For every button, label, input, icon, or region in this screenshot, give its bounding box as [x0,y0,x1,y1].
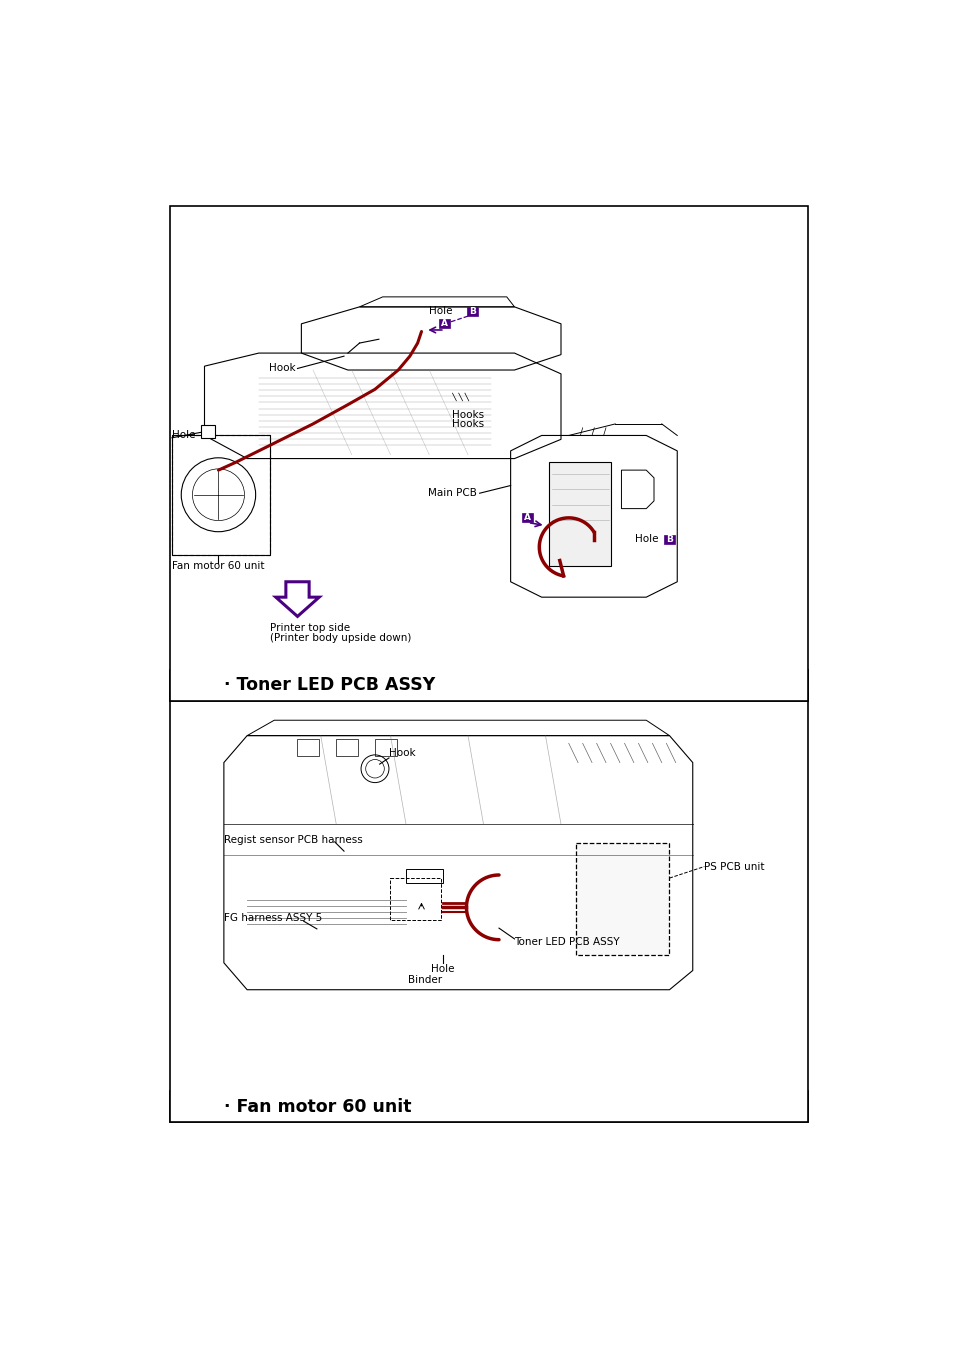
Text: Printer top side: Printer top side [270,623,350,634]
Bar [297,739,319,757]
Text: Regist sensor PCB harness: Regist sensor PCB harness [224,835,362,844]
Bar [170,205,807,701]
Text: Hooks: Hooks [452,419,484,428]
Bar [335,739,357,757]
Text: (Printer body upside down): (Printer body upside down) [270,634,412,643]
Text: A: A [441,319,448,328]
Text: Main PCB: Main PCB [428,488,476,499]
Bar [200,426,214,438]
Text: Hole: Hole [429,307,452,316]
Text: B: B [469,307,476,316]
Text: PS PCB unit: PS PCB unit [703,862,764,871]
Text: Hole: Hole [431,965,455,974]
Text: Hole: Hole [172,431,195,440]
Text: Hooks: Hooks [452,409,484,420]
Text: Hook: Hook [389,748,416,758]
Text: 5: 5 [183,1097,195,1116]
Bar [170,670,807,701]
Text: Toner LED PCB ASSY: Toner LED PCB ASSY [514,938,619,947]
Text: · Toner LED PCB ASSY: · Toner LED PCB ASSY [224,677,435,694]
Bar [390,878,440,920]
Text: Hole: Hole [635,535,658,544]
Bar [406,869,443,882]
Bar [375,739,396,757]
Bar [172,435,270,555]
Bar [663,535,674,544]
Text: 6: 6 [183,677,195,694]
Bar [170,693,807,1123]
Bar [170,1092,210,1123]
Text: B: B [665,535,672,544]
Text: A: A [523,513,531,523]
Bar [439,319,450,328]
Text: FG harness ASSY 5: FG harness ASSY 5 [224,913,322,923]
Text: Binder: Binder [408,975,442,985]
Bar [549,462,611,566]
Text: Hook: Hook [269,363,295,373]
Bar [467,307,477,316]
Text: Fan motor 60 unit: Fan motor 60 unit [172,562,264,571]
Bar [576,843,669,955]
Bar [170,1092,807,1123]
Bar [170,670,210,701]
Text: · Fan motor 60 unit: · Fan motor 60 unit [224,1097,411,1116]
Bar [521,513,533,523]
